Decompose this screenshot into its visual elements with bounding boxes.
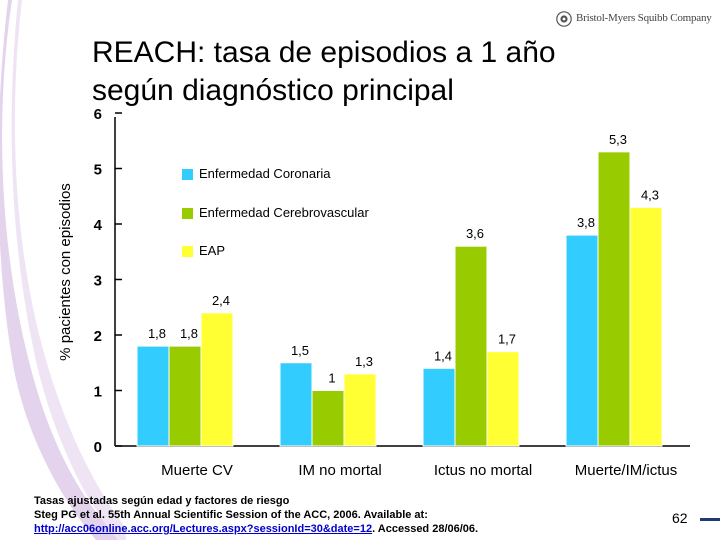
y-tick-label: 1: [94, 384, 102, 401]
x-category-label: IM no mortal: [298, 462, 381, 479]
y-tick-label: 3: [94, 273, 102, 290]
bar: [343, 373, 377, 447]
bar: [168, 345, 202, 447]
title-line-2: según diagnóstico principal: [92, 74, 454, 107]
bar-value-label: 4,3: [641, 187, 659, 202]
bar-value-label: 1: [328, 371, 335, 386]
bar-chart: % pacientes con episodios 0 1 2 3 4 5 6 1,8 1,8…: [57, 106, 690, 479]
legend-label: Enfermedad Cerebrovascular: [199, 205, 369, 220]
bar-value-label: 3,6: [466, 226, 484, 241]
x-category-label: Ictus no mortal: [434, 462, 532, 479]
x-category-label: Muerte/IM/ictus: [575, 462, 678, 479]
legend-label: Enfermedad Coronaria: [199, 166, 331, 181]
footnote-line-1: Tasas ajustadas según edad y factores de…: [34, 495, 290, 507]
legend-label: EAP: [199, 243, 225, 258]
bar: [136, 345, 170, 447]
y-tick-label: 0: [94, 439, 102, 456]
footnote-accessed: . Accessed 28/06/06.: [372, 523, 479, 535]
bar-value-label: 3,8: [577, 215, 595, 230]
company-logo: Bristol-Myers Squibb Company: [556, 10, 712, 28]
decorative-swoosh: [0, 0, 127, 540]
page-number-rule: [700, 518, 720, 521]
legend-swatch: [182, 208, 193, 219]
bar-value-label: 1,3: [355, 354, 373, 369]
bms-logo-icon: [556, 11, 572, 27]
page-title: REACH: tasa de episodios a 1 año según d…: [92, 34, 556, 110]
company-logo-text: Bristol-Myers Squibb Company: [576, 12, 712, 24]
y-axis-label: % pacientes con episodios: [57, 183, 74, 361]
bar: [486, 351, 520, 447]
bar: [454, 245, 488, 447]
y-tick-label: 6: [94, 106, 102, 123]
bar-value-label: 1,4: [434, 348, 452, 363]
y-tick-label: 5: [94, 162, 102, 179]
bar: [279, 362, 313, 447]
source-link[interactable]: http://acc06online.acc.org/Lectures.aspx…: [34, 523, 373, 535]
y-tick-label: 4: [94, 217, 103, 234]
bar-value-label: 2,4: [212, 293, 230, 308]
bar: [565, 234, 599, 447]
page-number: 62: [672, 510, 688, 526]
bar: [200, 312, 234, 447]
bar-value-label: 1,8: [148, 326, 166, 341]
footnote-line-3: http://acc06online.acc.org/Lectures.aspx…: [34, 522, 478, 536]
footnote: Tasas ajustadas según edad y factores de…: [34, 494, 478, 536]
bar: [311, 390, 345, 447]
footnote-line-2: Steg PG et al. 55th Annual Scientific Se…: [34, 509, 428, 521]
bar-value-label: 1,7: [498, 332, 516, 347]
x-category-label: Muerte CV: [161, 462, 233, 479]
legend-swatch: [182, 169, 193, 180]
bar-value-label: 1,8: [180, 326, 198, 341]
bar-value-label: 5,3: [609, 132, 627, 147]
title-line-1: REACH: tasa de episodios a 1 año: [92, 36, 556, 69]
bar: [629, 206, 663, 447]
y-tick-label: 2: [94, 328, 102, 345]
bar: [597, 151, 631, 447]
legend-swatch: [182, 246, 193, 257]
bar: [422, 367, 456, 447]
bar-value-label: 1,5: [291, 343, 309, 358]
